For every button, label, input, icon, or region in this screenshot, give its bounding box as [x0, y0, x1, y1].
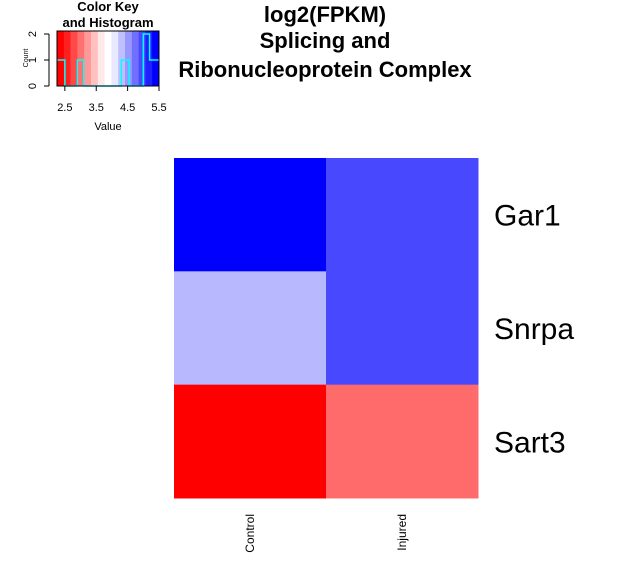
- heatmap-cell-snrpa-injured: [326, 271, 479, 386]
- heatmap-cell-sart3-control: [174, 384, 327, 499]
- heatmap-row-labels: Gar1 Snrpa Sart3: [494, 200, 574, 460]
- color-key-y-tick-label: 2: [27, 31, 39, 37]
- color-key-y-tick-label: 1: [27, 57, 39, 63]
- color-key: Color Key and Histogram 2.5 3.5 4.5 5.5 0 1 2…: [23, 0, 167, 133]
- color-key-x-tick-label: 5.5: [151, 102, 166, 114]
- color-key-x-tick-label: 2.5: [57, 102, 72, 114]
- color-key-x-axis: 2.5 3.5 4.5 5.5: [57, 86, 167, 114]
- main-title: log2(FPKM) Splicing and Ribonucleoprotei…: [178, 2, 472, 82]
- color-key-x-tick-label: 3.5: [89, 102, 104, 114]
- heatmap-cell-snrpa-control: [174, 271, 327, 386]
- main-title-line-2: Splicing and: [260, 28, 391, 53]
- color-key-swatch: [70, 31, 78, 86]
- color-key-y-label: Count: [23, 49, 30, 68]
- color-key-swatch: [84, 31, 92, 86]
- heatmap-cells: [174, 158, 479, 499]
- heatmap-cell-gar1-injured: [326, 158, 479, 272]
- color-key-swatch: [104, 31, 112, 86]
- column-label-control: Control: [243, 514, 257, 553]
- heatmap-cell-sart3-injured: [326, 384, 479, 499]
- color-key-swatch: [131, 31, 139, 86]
- color-key-box: [56, 30, 160, 87]
- color-key-x-tick-label: 4.5: [120, 102, 135, 114]
- row-label-snrpa: Snrpa: [494, 313, 574, 346]
- color-key-swatch: [57, 31, 65, 86]
- column-label-injured: Injured: [395, 514, 409, 551]
- color-key-x-label: Value: [94, 121, 121, 133]
- color-key-swatch: [125, 31, 133, 86]
- color-key-title-line-2: and Histogram: [62, 15, 153, 30]
- color-key-y-tick-label: 0: [27, 83, 39, 89]
- main-title-line-1: log2(FPKM): [264, 2, 386, 27]
- color-key-swatch: [97, 31, 105, 86]
- heatmap-column-labels: Control Injured: [243, 514, 409, 553]
- color-key-swatch: [138, 31, 146, 86]
- heatmap-cell-gar1-control: [174, 158, 327, 272]
- color-key-y-axis: 0 1 2: [27, 31, 50, 89]
- color-key-swatch: [152, 31, 160, 86]
- main-title-line-3: Ribonucleoprotein Complex: [178, 57, 472, 82]
- row-label-gar1: Gar1: [494, 200, 561, 233]
- color-key-swatch: [91, 31, 99, 86]
- color-key-swatch: [77, 31, 85, 86]
- row-label-sart3: Sart3: [494, 426, 566, 459]
- color-key-swatch: [111, 31, 119, 86]
- color-key-swatch: [63, 31, 71, 86]
- color-key-swatch: [118, 31, 126, 86]
- color-key-title-line-1: Color Key: [77, 0, 139, 14]
